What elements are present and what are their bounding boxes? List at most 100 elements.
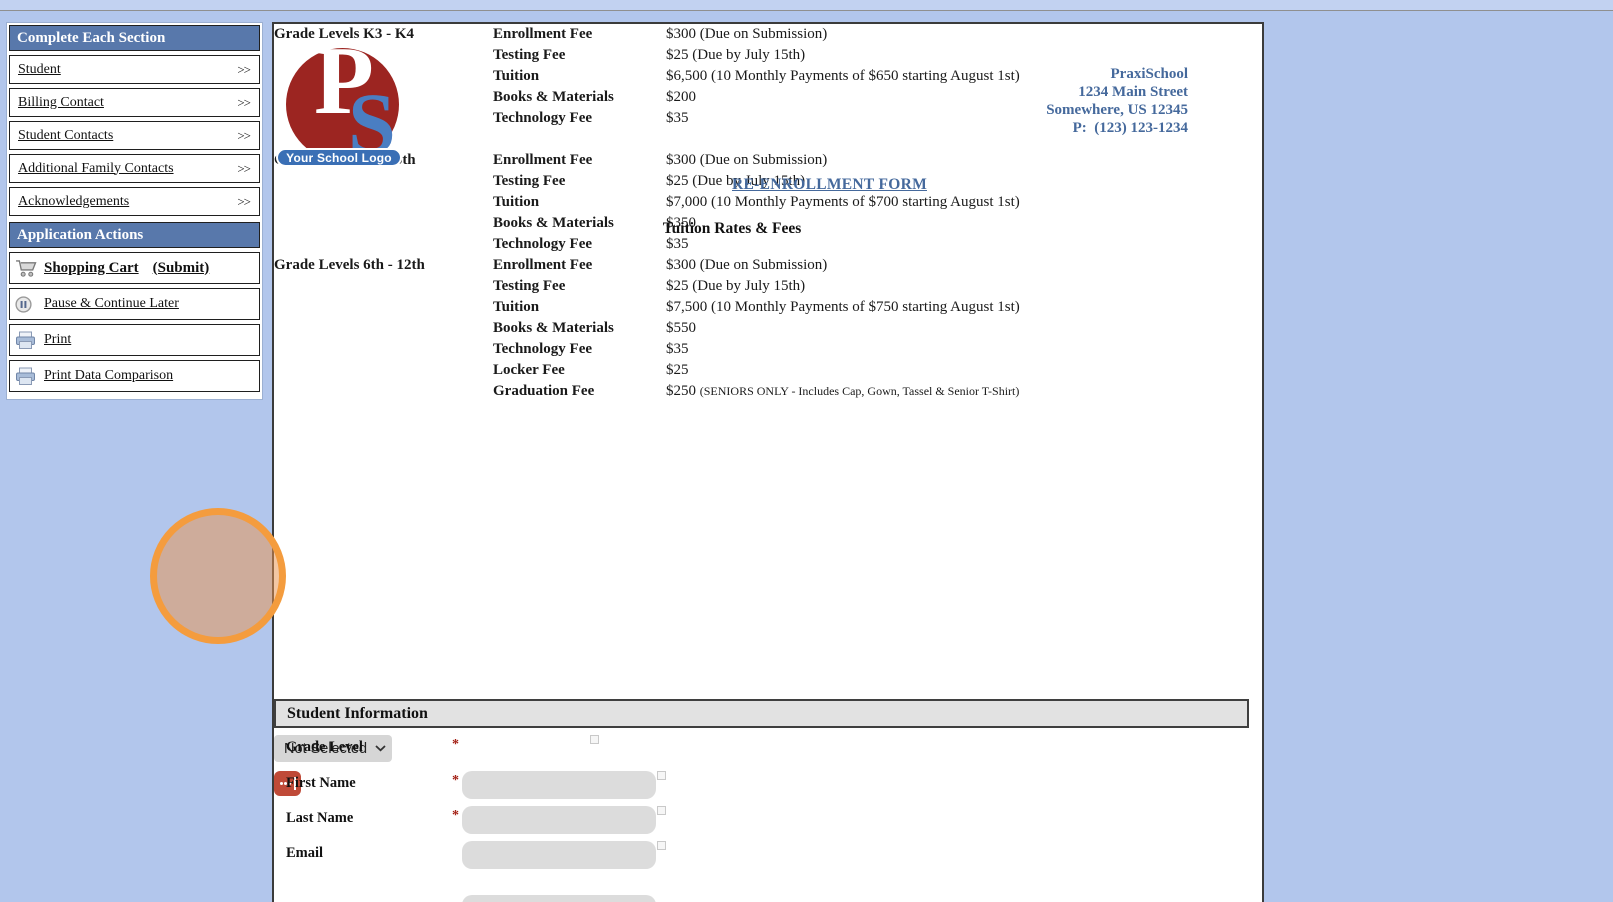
fee-value: $35 xyxy=(666,341,689,357)
fee-name: Testing Fee xyxy=(493,278,566,294)
fee-value: $25 (Due by July 15th) xyxy=(666,47,806,63)
fee-value: $7,000 (10 Monthly Payments of $700 star… xyxy=(666,194,1020,210)
last-name-input[interactable] xyxy=(462,806,656,834)
grade-level-row: Grade Level * Not Selected xyxy=(274,735,974,769)
field-label: Grade Level xyxy=(286,739,363,755)
sidebar: Complete Each Section Student >> Billing… xyxy=(6,22,263,400)
first-name-input[interactable] xyxy=(462,771,656,799)
required-asterisk: * xyxy=(452,808,459,823)
fee-value: $350 xyxy=(666,215,696,231)
sidebar-item-student[interactable]: Student >> xyxy=(9,55,260,84)
fee-value: $6,500 (10 Monthly Payments of $650 star… xyxy=(666,68,1020,84)
sidebar-item-label: Print Data Comparison xyxy=(44,368,174,383)
last-name-row: Last Name * xyxy=(274,806,974,840)
fee-value: $250 (SENIORS ONLY - Includes Cap, Gown,… xyxy=(666,383,1020,399)
field-label: Email xyxy=(286,845,324,861)
sidebar-item-billing-contact[interactable]: Billing Contact >> xyxy=(9,88,260,117)
field-marker-square xyxy=(657,771,666,780)
fee-name: Enrollment Fee xyxy=(493,257,593,273)
school-logo xyxy=(286,48,399,161)
chevron-right-double-icon: >> xyxy=(237,193,251,209)
field-marker-square xyxy=(657,841,666,850)
sidebar-item-pause-continue-later[interactable]: Pause & Continue Later xyxy=(9,288,260,320)
fee-name: Technology Fee xyxy=(493,341,593,357)
sidebar-item-label: Student xyxy=(18,61,61,77)
printer-icon xyxy=(15,366,39,386)
sidebar-item-print-data-comparison[interactable]: Print Data Comparison xyxy=(9,360,260,392)
page-divider-line xyxy=(0,10,1613,11)
fee-value: $25 xyxy=(666,362,689,378)
email-row: Email xyxy=(274,841,974,875)
sidebar-item-label: Print xyxy=(44,332,72,347)
sidebar-item-shopping-cart-submit[interactable]: Shopping Cart (Submit) xyxy=(9,252,260,284)
fee-name: Enrollment Fee xyxy=(493,26,593,42)
school-name: PraxiSchool xyxy=(1110,66,1189,82)
chevron-right-double-icon: >> xyxy=(237,61,251,77)
chevron-right-double-icon: >> xyxy=(237,94,251,110)
required-asterisk: * xyxy=(452,737,459,752)
document-panel: P S Your School Logo PraxiSchool 1234 Ma… xyxy=(272,22,1264,902)
fee-name: Enrollment Fee xyxy=(493,152,593,168)
select-value: Not Selected xyxy=(284,740,368,757)
sidebar-item-additional-family-contacts[interactable]: Additional Family Contacts >> xyxy=(9,154,260,183)
next-field-input-partial[interactable] xyxy=(462,895,656,902)
sidebar-item-label: Shopping Cart (Submit) xyxy=(44,259,210,276)
fee-value: $35 xyxy=(666,236,689,252)
sidebar-item-student-contacts[interactable]: Student Contacts >> xyxy=(9,121,260,150)
chevron-right-double-icon: >> xyxy=(237,160,251,176)
fee-value: $25 (Due by July 15th) xyxy=(666,173,806,189)
fee-name: Graduation Fee xyxy=(493,383,595,399)
fee-name: Books & Materials xyxy=(493,215,614,231)
sidebar-item-label: Additional Family Contacts xyxy=(18,160,174,176)
fee-name: Testing Fee xyxy=(493,47,566,63)
fee-name: Locker Fee xyxy=(493,362,565,378)
fee-value: $7,500 (10 Monthly Payments of $750 star… xyxy=(666,299,1020,315)
school-street: 1234 Main Street xyxy=(1078,84,1188,100)
required-asterisk: * xyxy=(452,773,459,788)
tuition-group-6th-12th: Grade Levels 6th - 12th Enrollment Fee $3… xyxy=(274,255,1174,402)
fee-value: $200 xyxy=(666,89,696,105)
logo-letter-p: P xyxy=(314,27,374,135)
fee-name: Tuition xyxy=(493,68,540,84)
fee-note: (SENIORS ONLY - Includes Cap, Gown, Tass… xyxy=(699,384,1020,398)
sidebar-item-label: Billing Contact xyxy=(18,94,104,110)
school-city: Somewhere, US 12345 xyxy=(1046,102,1188,118)
click-highlight xyxy=(150,508,286,644)
sidebar-item-print[interactable]: Print xyxy=(9,324,260,356)
field-marker-square xyxy=(657,806,666,815)
field-label: Last Name xyxy=(286,810,354,826)
sidebar-item-label: Pause & Continue Later xyxy=(44,296,179,311)
fee-name: Tuition xyxy=(493,194,540,210)
fee-name: Technology Fee xyxy=(493,110,593,126)
fee-value: $300 (Due on Submission) xyxy=(666,152,828,168)
email-input[interactable] xyxy=(462,841,656,869)
fee-value: $300 (Due on Submission) xyxy=(666,257,828,273)
sidebar-item-label: Acknowledgements xyxy=(18,193,130,209)
pause-icon xyxy=(15,294,39,314)
student-information-header: Student Information xyxy=(274,699,1249,728)
field-marker-square xyxy=(590,735,599,744)
grade-level-select[interactable]: Not Selected xyxy=(274,735,392,762)
sidebar-item-acknowledgements[interactable]: Acknowledgements >> xyxy=(9,187,260,216)
sidebar-header-complete-each-section: Complete Each Section xyxy=(9,25,260,51)
chevron-right-double-icon: >> xyxy=(237,127,251,143)
first-name-row: First Name * xyxy=(274,771,974,805)
shopping-cart-icon xyxy=(15,258,39,278)
fee-name: Books & Materials xyxy=(493,320,614,336)
printer-icon xyxy=(15,330,39,350)
tuition-rates-title: Tuition Rates & Fees xyxy=(662,220,802,237)
chevron-down-icon xyxy=(375,745,386,752)
fee-value: $550 xyxy=(666,320,696,336)
sidebar-header-application-actions: Application Actions xyxy=(9,222,260,248)
grade-level-heading: Grade Levels 6th - 12th xyxy=(274,257,425,273)
tuition-table: Grade Levels K3 - K4 Enrollment Fee $300 … xyxy=(274,24,1174,402)
tuition-group-k5-5th: Grade Levels K5 - 5th Enrollment Fee$300… xyxy=(274,150,1174,255)
field-label: First Name xyxy=(286,775,356,791)
fee-name: Testing Fee xyxy=(493,173,566,189)
grade-level-heading: Grade Levels K3 - K4 xyxy=(274,26,414,42)
logo-caption: Your School Logo xyxy=(276,148,402,167)
autofill-icon[interactable] xyxy=(274,771,301,796)
fee-value: $25 (Due by July 15th) xyxy=(666,278,806,294)
fee-name: Tuition xyxy=(493,299,540,315)
sidebar-item-label: Student Contacts xyxy=(18,127,114,143)
